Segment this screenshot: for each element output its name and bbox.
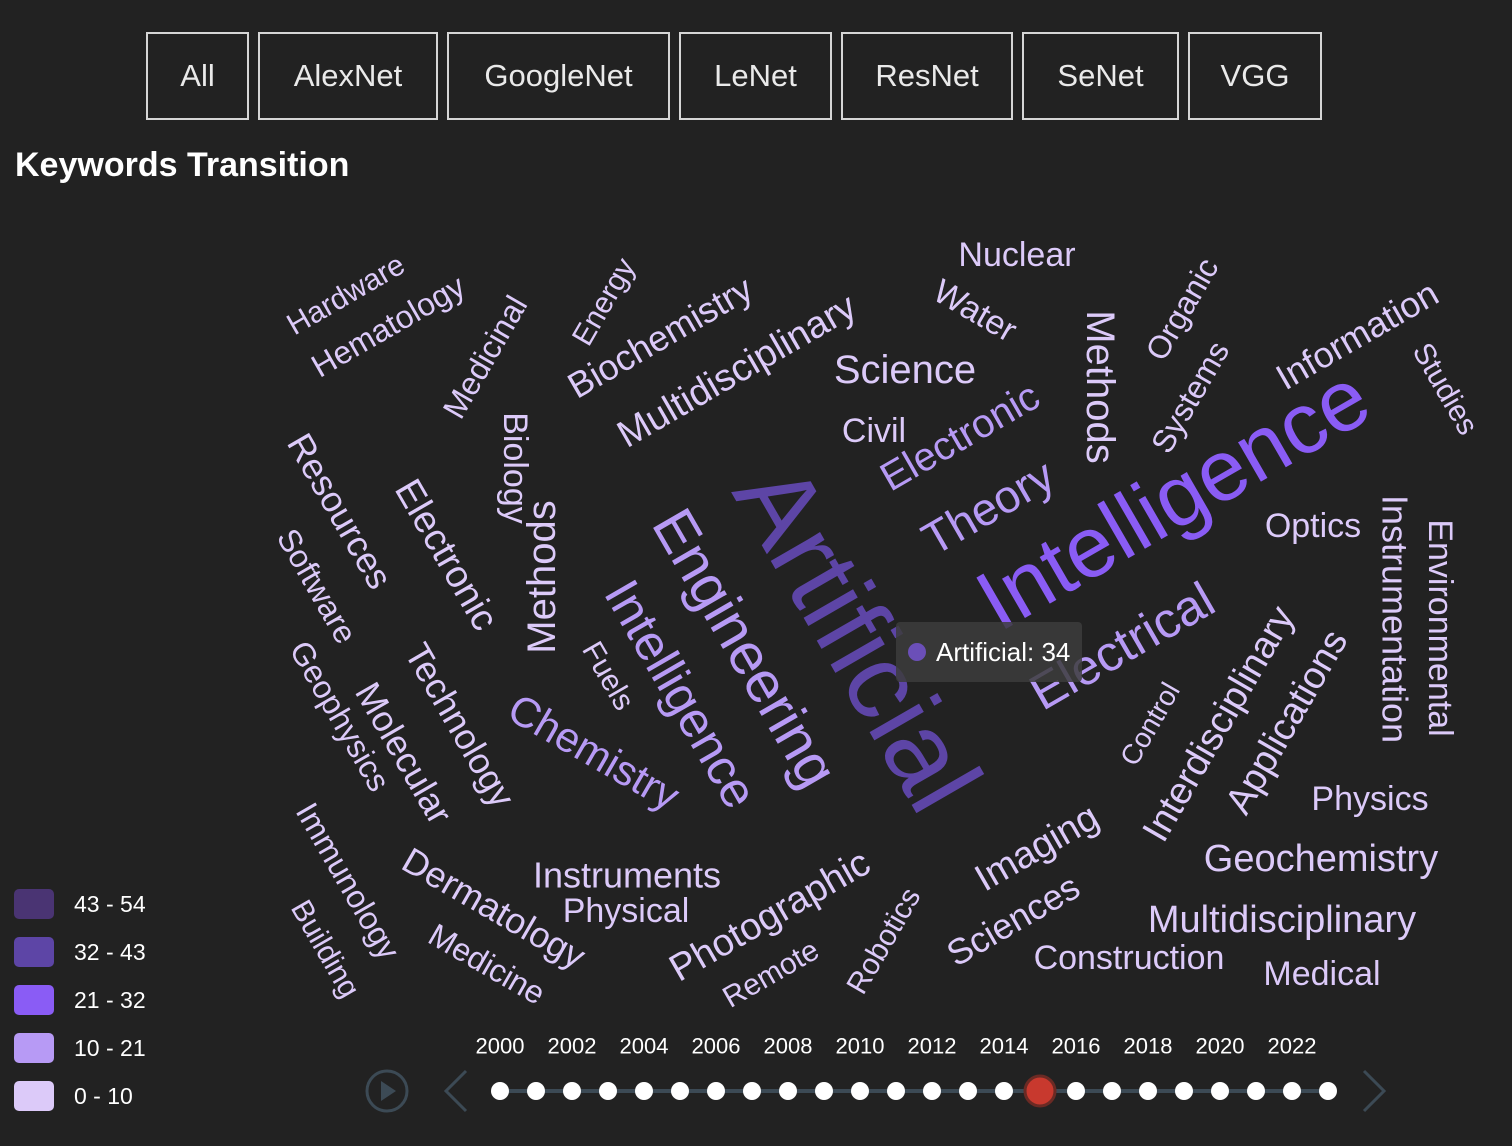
timeline-dot[interactable] <box>743 1082 761 1100</box>
timeline-year-label: 2014 <box>980 1034 1029 1059</box>
word-physics[interactable]: Physics <box>1311 780 1428 818</box>
word-instrumentation[interactable]: Instrumentation <box>1375 495 1416 743</box>
timeline-year-label: 2010 <box>836 1034 885 1059</box>
word-geochemistry[interactable]: Geochemistry <box>1204 838 1438 880</box>
timeline-dot[interactable] <box>1067 1082 1085 1100</box>
chevron-right-icon[interactable] <box>1362 1069 1387 1113</box>
legend-label: 32 - 43 <box>74 938 146 965</box>
tooltip-dot <box>908 643 926 661</box>
timeline-year-label: 2006 <box>692 1034 741 1059</box>
legend-swatch <box>14 985 54 1015</box>
timeline-year-label: 2016 <box>1052 1034 1101 1059</box>
timeline-dot[interactable] <box>1247 1082 1265 1100</box>
timeline-year-label: 2020 <box>1196 1034 1245 1059</box>
timeline-dot[interactable] <box>887 1082 905 1100</box>
word-science[interactable]: Science <box>834 348 976 392</box>
timeline-dot[interactable] <box>707 1082 725 1100</box>
word-nuclear[interactable]: Nuclear <box>958 236 1075 274</box>
timeline-dot[interactable] <box>527 1082 545 1100</box>
timeline-year-label: 2012 <box>908 1034 957 1059</box>
chevron-left-icon[interactable] <box>443 1069 468 1113</box>
legend-swatch <box>14 1033 54 1063</box>
dataset-tabs: All AlexNet GoogleNet LeNet ResNet SeNet VGG <box>146 32 1322 120</box>
timeline-dot[interactable] <box>1283 1082 1301 1100</box>
play-icon[interactable] <box>365 1069 409 1113</box>
legend-item: 10 - 21 <box>14 1024 146 1072</box>
timeline-dot[interactable] <box>851 1082 869 1100</box>
timeline-year-label: 2008 <box>764 1034 813 1059</box>
word-robotics[interactable]: Robotics <box>841 882 928 1000</box>
legend: 43 - 54 32 - 43 21 - 32 10 - 21 0 - 10 <box>14 880 146 1120</box>
word-studies[interactable]: Studies <box>1406 337 1485 440</box>
tab-lenet[interactable]: LeNet <box>679 32 832 120</box>
word-electronic[interactable]: Electronic <box>386 472 506 637</box>
tab-resnet[interactable]: ResNet <box>841 32 1013 120</box>
legend-item: 43 - 54 <box>14 880 146 928</box>
word-methods[interactable]: Methods <box>1078 310 1122 463</box>
tab-senet[interactable]: SeNet <box>1022 32 1179 120</box>
legend-item: 32 - 43 <box>14 928 146 976</box>
word-information[interactable]: Information <box>1269 272 1445 398</box>
legend-label: 10 - 21 <box>74 1034 146 1061</box>
legend-swatch <box>14 937 54 967</box>
timeline-dot[interactable] <box>959 1082 977 1100</box>
timeline-dot[interactable] <box>491 1082 509 1100</box>
legend-item: 0 - 10 <box>14 1072 146 1120</box>
timeline-dot[interactable] <box>599 1082 617 1100</box>
timeline-dot[interactable] <box>1103 1082 1121 1100</box>
timeline-year-label: 2002 <box>548 1034 597 1059</box>
word-water[interactable]: Water <box>927 272 1023 350</box>
timeline-dot[interactable] <box>1319 1082 1337 1100</box>
timeline: 2000 2002 2004 2006 2008 2010 2012 2014 2016 2018… <box>365 1034 1387 1113</box>
word-environmental[interactable]: Environmental <box>1421 519 1459 736</box>
tab-vgg[interactable]: VGG <box>1188 32 1322 120</box>
timeline-dot[interactable] <box>923 1082 941 1100</box>
timeline-selected-dot[interactable] <box>1023 1074 1057 1108</box>
timeline-dot[interactable] <box>635 1082 653 1100</box>
word-medical[interactable]: Medical <box>1263 955 1380 993</box>
timeline-dot[interactable] <box>1211 1082 1229 1100</box>
timeline-year-label: 2018 <box>1124 1034 1173 1059</box>
timeline-dot[interactable] <box>1175 1082 1193 1100</box>
timeline-year-label: 2000 <box>476 1034 525 1059</box>
word-multidisciplinary[interactable]: Multidisciplinary <box>1148 899 1416 941</box>
word-physical[interactable]: Physical <box>563 892 690 930</box>
word-biology[interactable]: Biology <box>496 412 534 524</box>
timeline-year-label: 2022 <box>1268 1034 1317 1059</box>
timeline-dot[interactable] <box>995 1082 1013 1100</box>
word-civil[interactable]: Civil <box>842 412 906 450</box>
tooltip-label: Artificial: 34 <box>936 636 1071 667</box>
timeline-dot[interactable] <box>1139 1082 1157 1100</box>
chart-title: Keywords Transition <box>15 146 350 184</box>
legend-label: 43 - 54 <box>74 890 146 917</box>
legend-label: 0 - 10 <box>74 1082 133 1109</box>
tab-alexnet[interactable]: AlexNet <box>258 32 438 120</box>
word-instruments[interactable]: Instruments <box>533 855 721 896</box>
tab-googlenet[interactable]: GoogleNet <box>447 32 670 120</box>
tooltip: Artificial: 34 <box>896 622 1083 682</box>
timeline-dot[interactable] <box>815 1082 833 1100</box>
word-methods[interactable]: Methods <box>520 500 564 653</box>
legend-swatch <box>14 1081 54 1111</box>
timeline-dot[interactable] <box>671 1082 689 1100</box>
word-construction[interactable]: Construction <box>1034 939 1225 977</box>
timeline-dot[interactable] <box>563 1082 581 1100</box>
timeline-year-label: 2004 <box>620 1034 669 1059</box>
legend-item: 21 - 32 <box>14 976 146 1024</box>
legend-swatch <box>14 889 54 919</box>
tab-all[interactable]: All <box>146 32 249 120</box>
timeline-dot[interactable] <box>779 1082 797 1100</box>
legend-label: 21 - 32 <box>74 986 146 1013</box>
word-optics[interactable]: Optics <box>1265 507 1361 545</box>
